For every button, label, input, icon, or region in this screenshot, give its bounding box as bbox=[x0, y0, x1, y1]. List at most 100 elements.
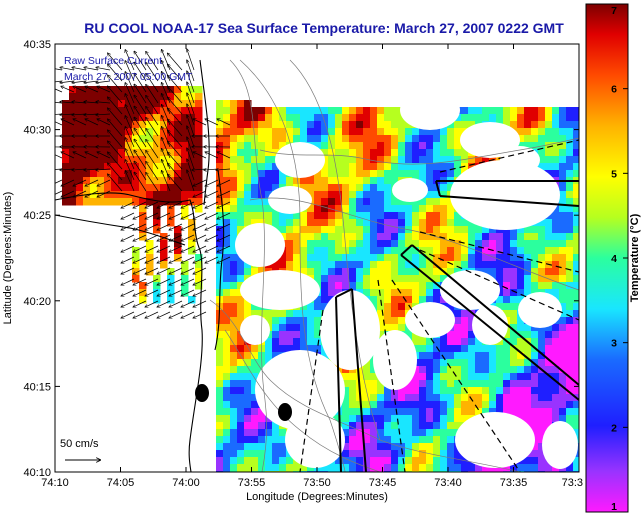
sst-cell bbox=[258, 128, 266, 136]
current-legend-time: March 27, 2007 05:00 GMT bbox=[64, 71, 193, 83]
sst-cell bbox=[237, 387, 245, 395]
sst-cell bbox=[370, 114, 378, 122]
sst-cell bbox=[244, 135, 252, 143]
sst-cell bbox=[216, 261, 224, 269]
sst-cell bbox=[447, 121, 455, 129]
sst-cell bbox=[559, 212, 567, 220]
sst-cell bbox=[216, 149, 224, 157]
sst-cell bbox=[90, 184, 98, 192]
sst-cell bbox=[335, 464, 343, 472]
sst-cell bbox=[426, 268, 434, 276]
sst-cell bbox=[174, 254, 182, 262]
x-tick-label: 73:55 bbox=[238, 477, 266, 489]
sst-cell bbox=[90, 128, 98, 136]
sst-cell bbox=[468, 408, 476, 416]
sst-cell bbox=[293, 261, 301, 269]
sst-cell bbox=[391, 436, 399, 444]
sst-cell bbox=[272, 219, 280, 227]
sst-cell bbox=[440, 457, 448, 465]
sst-cell bbox=[237, 366, 245, 374]
sst-cell bbox=[244, 156, 252, 164]
sst-cell bbox=[258, 436, 266, 444]
sst-cell bbox=[468, 317, 476, 325]
sst-cell bbox=[272, 429, 280, 437]
sst-cell bbox=[125, 177, 133, 185]
sst-cell bbox=[307, 128, 315, 136]
current-vector bbox=[168, 174, 183, 192]
sst-cell bbox=[216, 317, 224, 325]
sst-cell bbox=[321, 191, 329, 199]
sst-cell bbox=[433, 443, 441, 451]
sst-cell bbox=[461, 324, 469, 332]
sst-cell bbox=[412, 464, 420, 472]
sst-cell bbox=[433, 380, 441, 388]
sst-cell bbox=[104, 107, 112, 115]
sst-cell bbox=[412, 429, 420, 437]
sst-cell bbox=[496, 380, 504, 388]
sst-cell bbox=[433, 366, 441, 374]
sst-cell bbox=[447, 352, 455, 360]
sst-cell bbox=[349, 149, 357, 157]
sst-cell bbox=[370, 268, 378, 276]
sst-cell bbox=[398, 268, 406, 276]
sst-cell bbox=[566, 128, 574, 136]
sst-cell bbox=[293, 219, 301, 227]
sst-cell bbox=[237, 464, 245, 472]
sst-cell bbox=[307, 254, 315, 262]
sst-cell bbox=[384, 261, 392, 269]
sst-cell bbox=[517, 331, 525, 339]
sst-cell bbox=[433, 345, 441, 353]
sst-cell bbox=[76, 128, 84, 136]
sst-cell bbox=[377, 268, 385, 276]
sst-cell bbox=[573, 415, 579, 423]
current-vector bbox=[193, 223, 207, 230]
current-vector bbox=[217, 179, 231, 186]
sst-cell bbox=[398, 429, 406, 437]
sst-cell bbox=[510, 373, 518, 381]
sst-cell bbox=[356, 170, 364, 178]
sst-cell bbox=[188, 107, 196, 115]
sst-cell bbox=[146, 86, 154, 94]
sst-cell bbox=[349, 191, 357, 199]
sst-cell bbox=[153, 191, 161, 199]
current-vector bbox=[168, 141, 183, 159]
sst-cell bbox=[461, 247, 469, 255]
sst-cell bbox=[426, 282, 434, 290]
sst-cell bbox=[349, 114, 357, 122]
sst-cell bbox=[426, 135, 434, 143]
cloud-mask-patch bbox=[450, 160, 560, 230]
sst-cell bbox=[216, 415, 224, 423]
sst-cell bbox=[237, 310, 245, 318]
sst-cell bbox=[90, 170, 98, 178]
sst-cell bbox=[475, 254, 483, 262]
sst-cell bbox=[118, 170, 126, 178]
sst-cell bbox=[356, 149, 364, 157]
current-vector bbox=[187, 71, 195, 93]
sst-cell bbox=[468, 163, 476, 171]
sst-cell bbox=[76, 184, 84, 192]
sst-cell bbox=[342, 415, 350, 423]
sst-cell bbox=[167, 93, 175, 101]
sst-cell bbox=[160, 233, 168, 241]
sst-cell bbox=[216, 373, 224, 381]
sst-cell bbox=[188, 296, 196, 304]
sst-cell bbox=[272, 436, 280, 444]
sst-cell bbox=[90, 191, 98, 199]
sst-cell bbox=[447, 149, 455, 157]
sst-cell bbox=[139, 205, 147, 213]
sst-cell bbox=[321, 464, 329, 472]
current-vector bbox=[125, 94, 135, 115]
current-vector bbox=[134, 128, 147, 148]
sst-cell bbox=[300, 324, 308, 332]
sst-cell bbox=[251, 415, 259, 423]
sst-cell bbox=[412, 415, 420, 423]
sst-cell bbox=[482, 268, 490, 276]
sst-cell bbox=[475, 261, 483, 269]
sst-cell bbox=[370, 107, 378, 115]
sst-cell bbox=[405, 254, 413, 262]
sst-cell bbox=[363, 254, 371, 262]
sst-cell bbox=[573, 163, 579, 171]
sst-cell bbox=[83, 156, 91, 164]
sst-cell bbox=[300, 338, 308, 346]
sst-cell bbox=[244, 457, 252, 465]
